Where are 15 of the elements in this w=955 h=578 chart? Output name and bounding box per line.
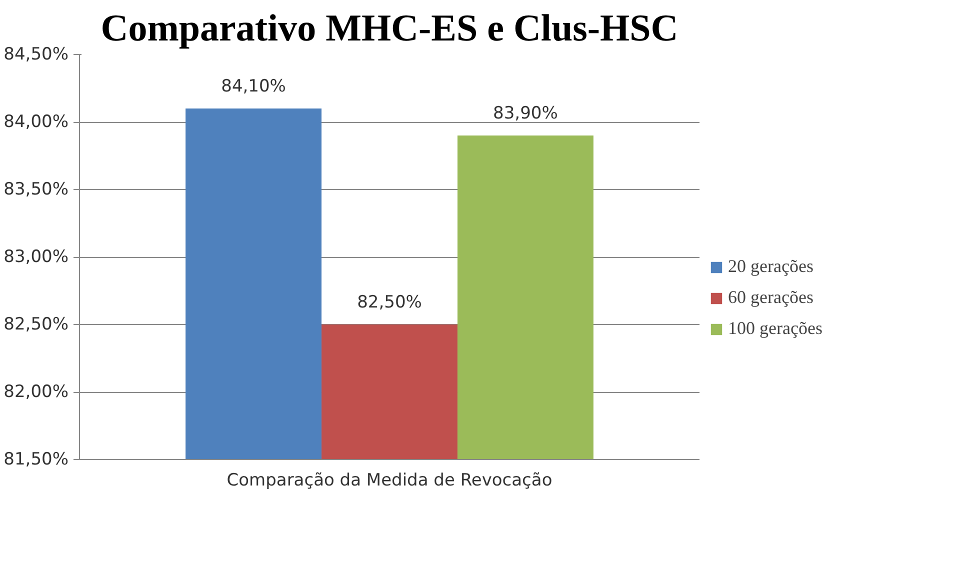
legend-label: 100 gerações	[728, 318, 824, 339]
y-tick-label: 83,50%	[4, 180, 69, 200]
chart-title: Comparativo MHC-ES e Clus-HSC	[100, 8, 678, 50]
y-tick-label: 84,00%	[4, 112, 69, 132]
data-label: 84,10%	[221, 76, 286, 96]
y-tick-label: 82,50%	[4, 314, 69, 334]
y-tick-label: 81,50%	[4, 450, 69, 470]
y-tick-label: 84,50%	[4, 44, 69, 64]
data-label: 83,90%	[493, 104, 558, 124]
legend-label: 20 gerações	[728, 256, 814, 277]
x-tick-label: Comparação da Medida de Revocação	[226, 470, 552, 490]
y-tick-label: 82,00%	[4, 382, 69, 402]
data-label: 82,50%	[357, 292, 422, 312]
y-tick-label: 83,00%	[4, 247, 69, 267]
legend-label: 60 gerações	[728, 287, 814, 308]
